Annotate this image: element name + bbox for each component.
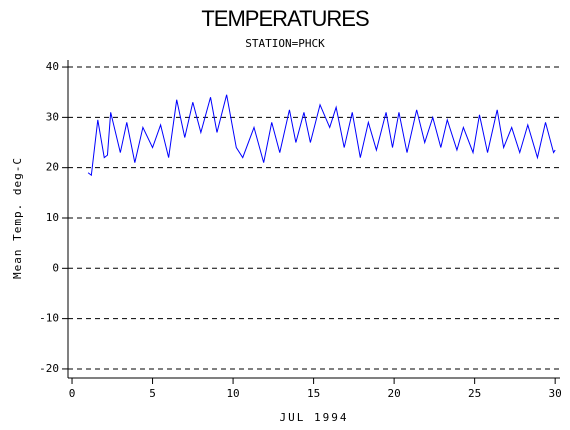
x-tick-label: 0: [69, 387, 76, 400]
x-tick-label: 30: [549, 387, 562, 400]
y-tick-label: 20: [46, 161, 59, 174]
chart-title: TEMPERATURES: [201, 6, 369, 31]
y-tick-label: 10: [46, 211, 59, 224]
y-tick-label: -10: [39, 312, 59, 325]
y-axis-label: Mean Temp. deg-C: [11, 157, 24, 279]
x-tick-label: 20: [387, 387, 400, 400]
x-tick-label: 10: [226, 387, 239, 400]
x-axis-label: JUL 1994: [280, 411, 349, 424]
y-tick-label: 30: [46, 110, 59, 123]
x-tick-label: 5: [149, 387, 156, 400]
y-tick-label: 40: [46, 60, 59, 73]
chart-subtitle: STATION=PHCK: [245, 37, 325, 50]
y-tick-label: -20: [39, 362, 59, 375]
x-tick-label: 25: [468, 387, 481, 400]
x-tick-label: 15: [307, 387, 320, 400]
temperature-line: [87, 94, 556, 177]
y-tick-label: 0: [52, 261, 59, 274]
